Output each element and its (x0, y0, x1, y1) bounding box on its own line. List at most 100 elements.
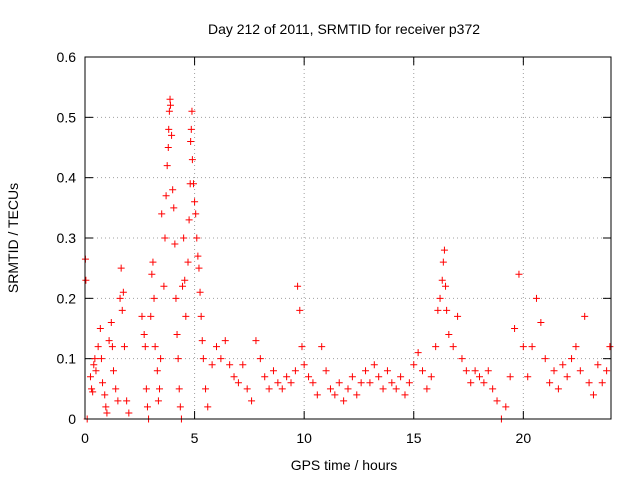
data-point (226, 361, 234, 369)
data-point (169, 186, 177, 194)
data-point (568, 355, 576, 363)
data-point (188, 156, 196, 164)
data-point (598, 379, 606, 387)
data-point (176, 403, 184, 411)
data-point (298, 343, 306, 351)
data-point (90, 361, 98, 369)
data-point (230, 373, 238, 381)
data-point (480, 379, 488, 387)
data-point (174, 355, 182, 363)
x-tick-label: 10 (296, 430, 312, 446)
data-point (397, 373, 405, 381)
data-point (261, 373, 269, 381)
data-point (309, 379, 317, 387)
data-point (383, 367, 391, 375)
data-points (81, 95, 614, 423)
data-point (493, 397, 501, 405)
data-point (173, 331, 181, 339)
data-point (410, 361, 418, 369)
data-point (105, 337, 113, 345)
data-point (91, 355, 99, 363)
data-point (138, 312, 146, 320)
data-point (168, 131, 176, 139)
data-point (188, 107, 196, 115)
data-point (353, 391, 361, 399)
data-point (187, 137, 195, 145)
data-point (199, 355, 207, 363)
data-point (484, 367, 492, 375)
data-point (119, 288, 127, 296)
data-point (92, 367, 100, 375)
data-point (462, 367, 470, 375)
data-point (171, 240, 179, 248)
data-point (274, 379, 282, 387)
x-axis-label: GPS time / hours (291, 457, 398, 473)
data-point (89, 388, 97, 396)
data-point (157, 355, 165, 363)
data-point (326, 385, 334, 393)
x-tick-label: 15 (406, 430, 422, 446)
data-point (427, 373, 435, 381)
data-point (208, 361, 216, 369)
data-point (193, 234, 201, 242)
data-point (117, 264, 125, 272)
data-point (172, 294, 180, 302)
data-point (248, 397, 256, 405)
data-point (163, 162, 171, 170)
data-point (96, 325, 104, 332)
data-point (357, 379, 365, 387)
data-point (283, 373, 291, 381)
data-point (140, 331, 148, 339)
data-point (252, 337, 260, 345)
data-point (103, 409, 111, 417)
data-point (296, 306, 304, 314)
data-point (331, 391, 339, 399)
axis-ticks: 0 0.1 0.2 0.3 0.4 0.5 0.6 0 5 10 15 20 (57, 49, 611, 446)
data-point (305, 373, 313, 381)
data-point (438, 276, 446, 284)
y-tick-label: 0.2 (57, 290, 77, 306)
data-point (179, 282, 187, 290)
data-point (454, 312, 462, 320)
data-point (198, 337, 206, 345)
data-point (458, 355, 466, 363)
data-point (401, 391, 409, 399)
data-point (532, 294, 540, 302)
data-point (467, 379, 475, 387)
data-point (181, 276, 189, 284)
data-point (375, 373, 383, 381)
data-point (125, 409, 133, 417)
data-point (439, 258, 447, 266)
data-point (160, 282, 168, 290)
data-point (107, 318, 115, 326)
x-tick-label: 0 (81, 430, 89, 446)
data-point (166, 101, 174, 109)
data-point (370, 361, 378, 369)
y-tick-label: 0 (68, 411, 76, 427)
data-point (589, 391, 597, 399)
data-point (278, 385, 286, 393)
data-point (86, 373, 94, 381)
data-point (154, 397, 162, 405)
data-point (445, 331, 453, 339)
data-point (165, 107, 173, 115)
data-point (221, 337, 229, 345)
data-point (164, 144, 172, 151)
data-point (432, 343, 440, 351)
data-point (434, 306, 442, 314)
y-tick-label: 0.5 (57, 109, 77, 125)
data-point (204, 403, 212, 411)
data-point (392, 385, 400, 393)
data-point (123, 397, 131, 405)
data-point (166, 95, 174, 103)
data-point (101, 391, 109, 399)
data-point (82, 276, 90, 284)
data-point (388, 379, 396, 387)
data-point (515, 270, 523, 278)
data-point (335, 379, 343, 387)
data-point (195, 264, 203, 272)
data-point (576, 367, 584, 375)
data-point (550, 367, 558, 375)
x-tick-label: 5 (191, 430, 199, 446)
data-point (541, 355, 549, 363)
